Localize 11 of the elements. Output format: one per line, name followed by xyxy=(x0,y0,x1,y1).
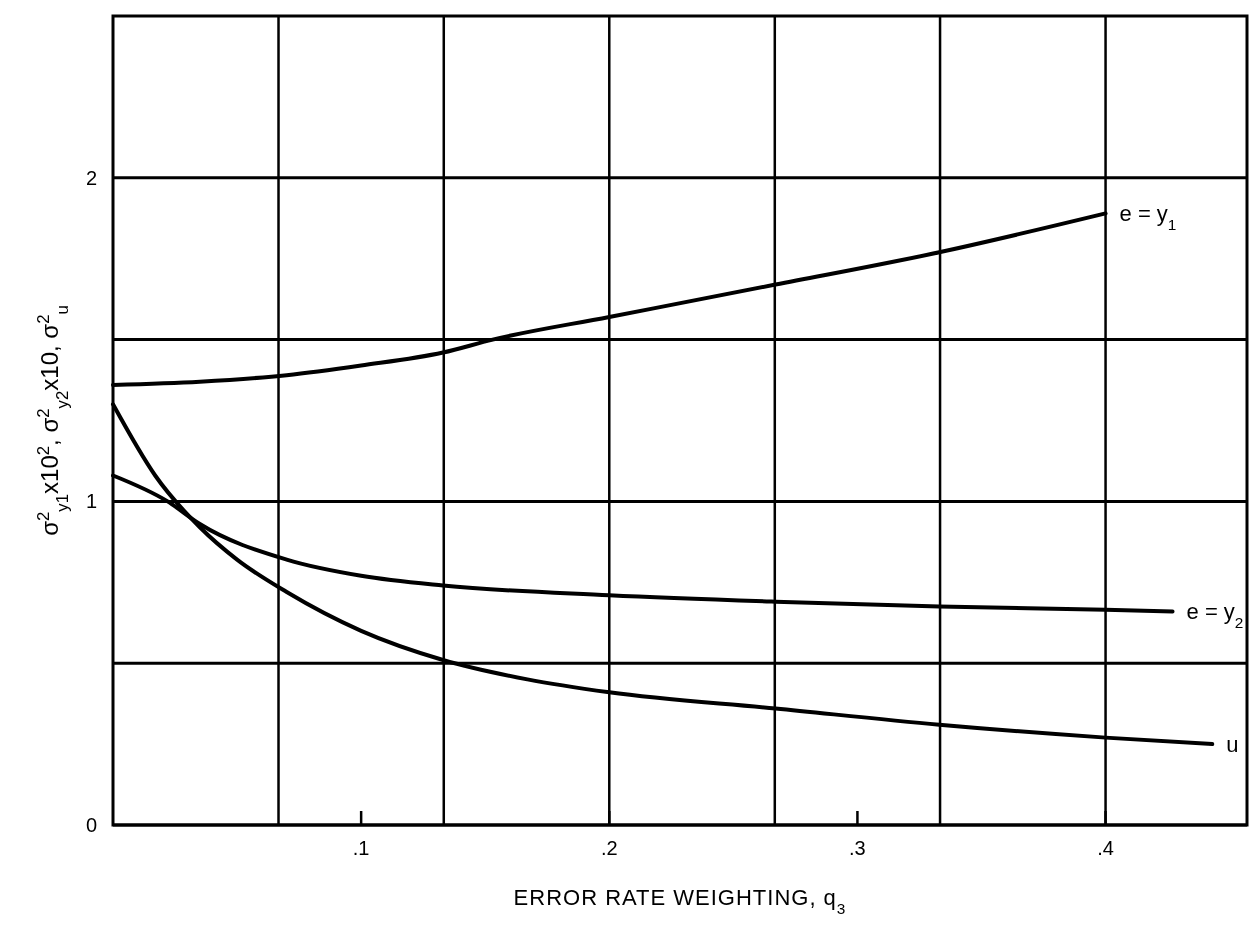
y-tick-label: 2 xyxy=(85,166,97,189)
x-tick-label: .1 xyxy=(352,837,370,859)
x-tick-label: .2 xyxy=(600,837,618,859)
series-label: u xyxy=(1226,732,1239,758)
series-label: e = y$_{1}$ xyxy=(1119,201,1177,233)
x-axis-title: ERROR RATE WEIGHTING, q$_{3}$ xyxy=(513,885,847,917)
x-tick-label: .3 xyxy=(849,837,866,859)
x-tick-label: .4 xyxy=(1097,837,1114,859)
series-label: e = y$_{2}$ xyxy=(1186,599,1244,631)
y-tick-label: 1 xyxy=(85,490,97,513)
y-tick-label: 0 xyxy=(85,814,97,836)
